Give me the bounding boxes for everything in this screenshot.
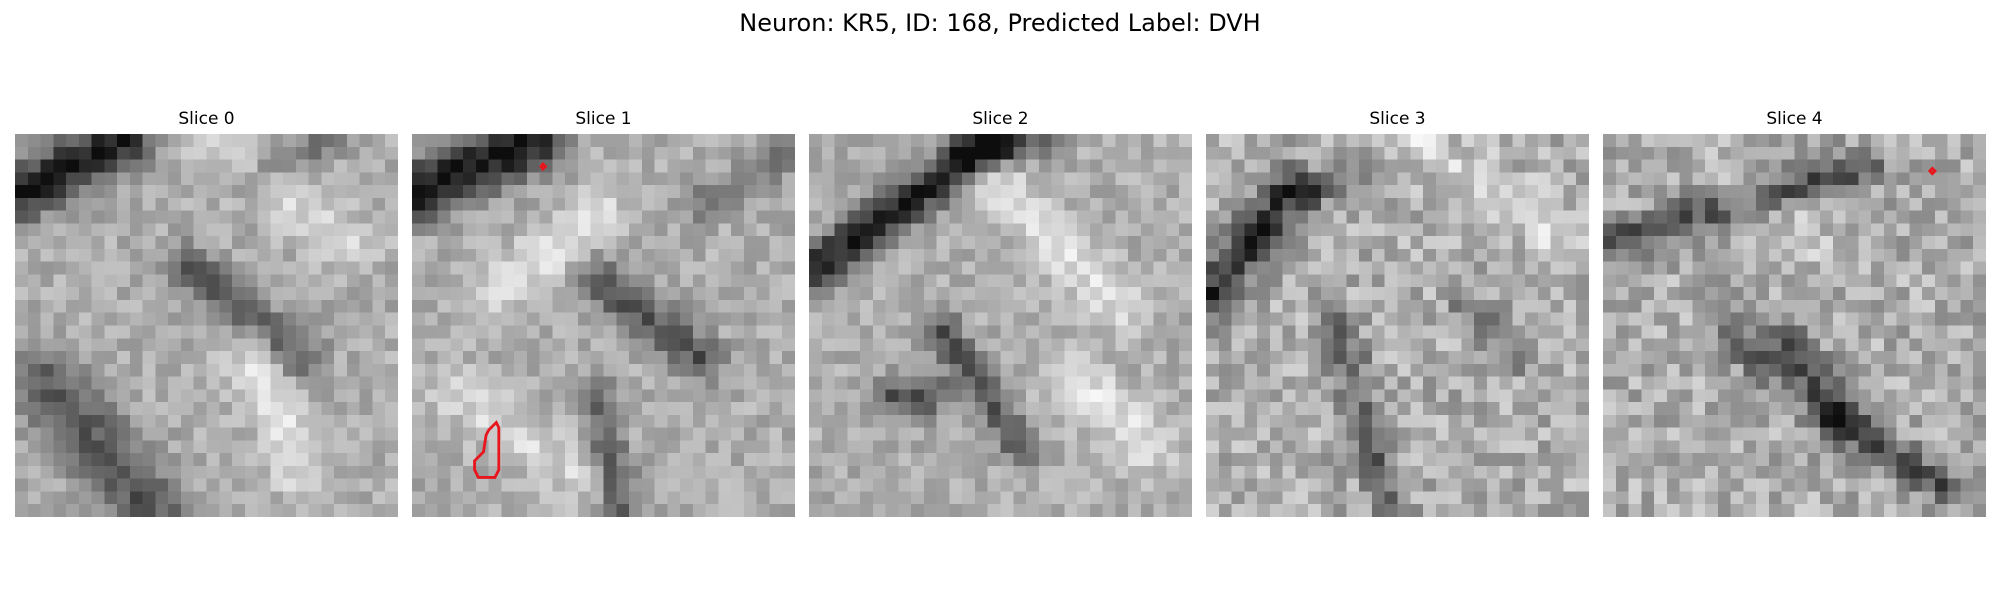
slice-panel-3: Slice 3: [1206, 108, 1589, 517]
roi-contour: [539, 161, 548, 172]
slice-title-2: Slice 2: [972, 109, 1029, 129]
slice-panel-2: Slice 2: [809, 108, 1192, 517]
slice-title-3: Slice 3: [1369, 109, 1426, 129]
slice-image-4: [1603, 134, 1986, 517]
slice-image-0: [15, 134, 398, 517]
slice-panel-4: Slice 4: [1603, 108, 1986, 517]
slice-panel-1: Slice 1: [412, 108, 795, 517]
figure-title: Neuron: KR5, ID: 168, Predicted Label: D…: [739, 9, 1261, 37]
slice-image-3: [1206, 134, 1589, 517]
slice-title-1: Slice 1: [575, 109, 632, 129]
slice-image-1: [412, 134, 795, 517]
slice-image-2: [809, 134, 1192, 517]
slice-panel-0: Slice 0: [15, 108, 398, 517]
slice-title-4: Slice 4: [1766, 109, 1823, 129]
slice-title-0: Slice 0: [178, 109, 235, 129]
roi-contour: [1927, 166, 1937, 176]
roi-contour: [473, 420, 501, 479]
